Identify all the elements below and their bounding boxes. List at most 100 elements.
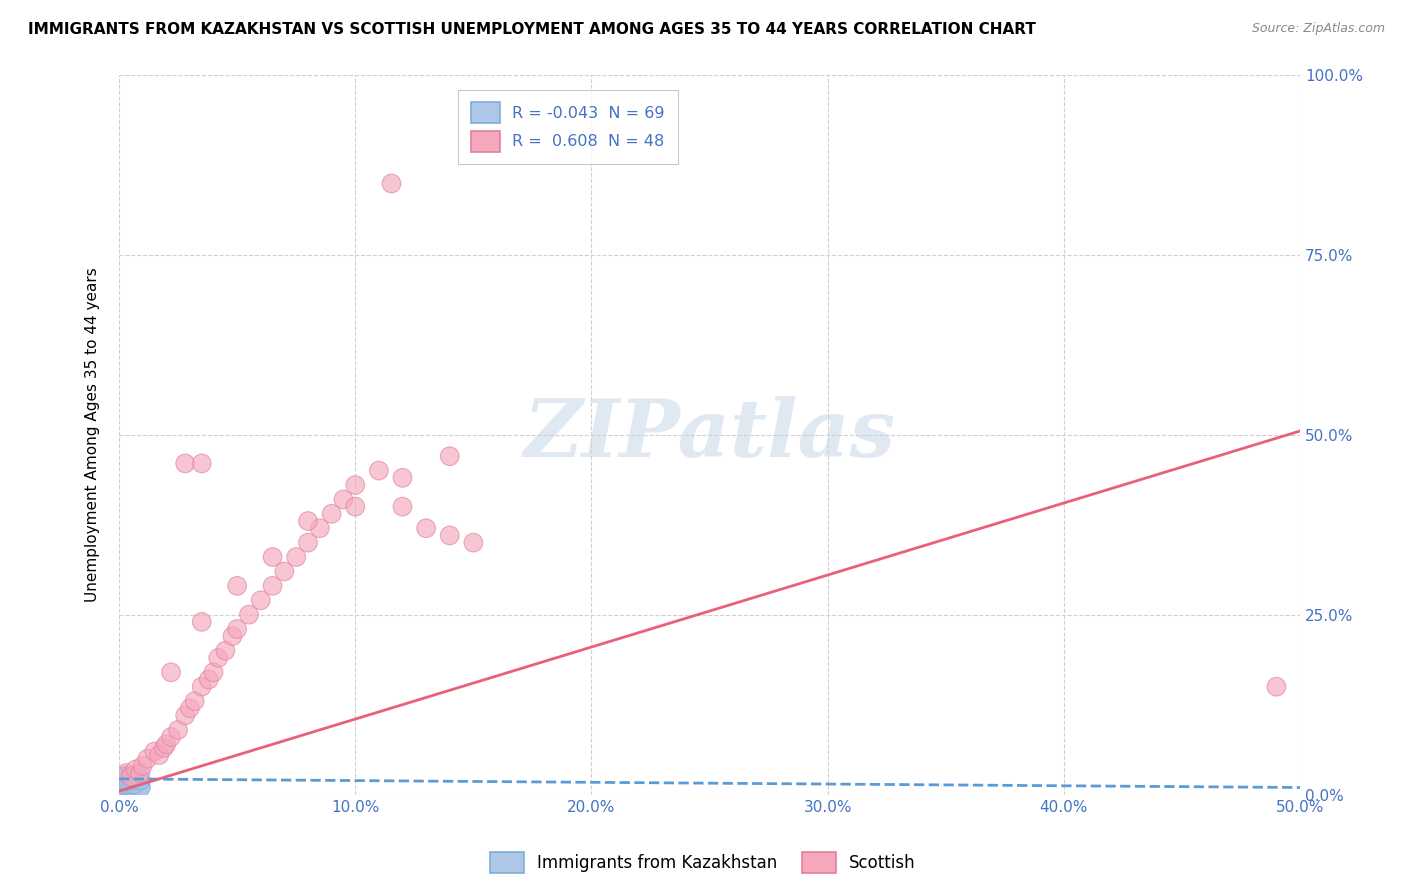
- Point: [115, 766, 138, 780]
- Point: [115, 774, 138, 789]
- Point: [117, 774, 139, 789]
- Point: [115, 770, 138, 784]
- Point: [115, 777, 138, 791]
- Point: [120, 779, 142, 793]
- Point: [262, 579, 284, 593]
- Point: [273, 565, 295, 579]
- Point: [127, 770, 149, 784]
- Point: [110, 770, 132, 784]
- Point: [439, 528, 461, 542]
- Point: [226, 579, 249, 593]
- Point: [127, 779, 149, 793]
- Point: [120, 772, 142, 786]
- Point: [207, 651, 229, 665]
- Point: [321, 507, 343, 521]
- Point: [153, 740, 176, 755]
- Point: [131, 759, 153, 773]
- Point: [117, 770, 139, 784]
- Y-axis label: Unemployment Among Ages 35 to 44 years: Unemployment Among Ages 35 to 44 years: [86, 268, 100, 602]
- Point: [127, 772, 149, 786]
- Point: [167, 723, 190, 737]
- Point: [129, 773, 152, 788]
- Point: [120, 780, 142, 795]
- Point: [332, 492, 354, 507]
- Point: [122, 773, 145, 788]
- Point: [198, 673, 221, 687]
- Point: [117, 770, 139, 784]
- Point: [190, 457, 212, 471]
- Point: [1265, 680, 1288, 694]
- Point: [124, 774, 146, 789]
- Point: [124, 777, 146, 791]
- Point: [117, 777, 139, 791]
- Point: [238, 607, 260, 622]
- Point: [129, 780, 152, 795]
- Point: [122, 770, 145, 784]
- Point: [439, 449, 461, 463]
- Point: [115, 779, 138, 793]
- Point: [148, 748, 170, 763]
- Point: [297, 514, 319, 528]
- Point: [129, 779, 152, 793]
- Point: [112, 773, 135, 788]
- Point: [112, 774, 135, 789]
- Point: [122, 772, 145, 786]
- Point: [285, 549, 308, 564]
- Point: [391, 500, 413, 514]
- Point: [120, 777, 142, 791]
- Point: [174, 457, 197, 471]
- Point: [136, 752, 159, 766]
- Point: [115, 770, 138, 784]
- Point: [155, 737, 177, 751]
- Point: [120, 770, 142, 784]
- Point: [214, 643, 236, 657]
- Point: [120, 773, 142, 788]
- Point: [117, 772, 139, 786]
- Point: [112, 777, 135, 791]
- Point: [110, 781, 132, 796]
- Point: [122, 779, 145, 793]
- Point: [112, 779, 135, 793]
- Point: [122, 780, 145, 795]
- Point: [221, 629, 243, 643]
- Point: [124, 773, 146, 788]
- Point: [112, 780, 135, 795]
- Point: [262, 549, 284, 564]
- Point: [124, 780, 146, 795]
- Point: [117, 774, 139, 789]
- Point: [202, 665, 225, 680]
- Point: [117, 777, 139, 791]
- Point: [179, 701, 201, 715]
- Point: [115, 780, 138, 795]
- Point: [127, 774, 149, 789]
- Point: [117, 779, 139, 793]
- Point: [117, 773, 139, 788]
- Point: [127, 777, 149, 791]
- Point: [112, 774, 135, 789]
- Point: [190, 615, 212, 629]
- Point: [112, 781, 135, 796]
- Point: [115, 772, 138, 786]
- Point: [110, 780, 132, 795]
- Point: [249, 593, 271, 607]
- Point: [115, 770, 138, 784]
- Point: [110, 777, 132, 791]
- Legend: R = -0.043  N = 69, R =  0.608  N = 48: R = -0.043 N = 69, R = 0.608 N = 48: [458, 90, 678, 164]
- Point: [297, 535, 319, 549]
- Point: [344, 478, 367, 492]
- Text: IMMIGRANTS FROM KAZAKHSTAN VS SCOTTISH UNEMPLOYMENT AMONG AGES 35 TO 44 YEARS CO: IMMIGRANTS FROM KAZAKHSTAN VS SCOTTISH U…: [28, 22, 1036, 37]
- Point: [344, 500, 367, 514]
- Point: [124, 773, 146, 788]
- Point: [308, 521, 330, 535]
- Text: Source: ZipAtlas.com: Source: ZipAtlas.com: [1251, 22, 1385, 36]
- Point: [124, 763, 146, 777]
- Point: [129, 766, 152, 780]
- Point: [117, 780, 139, 795]
- Point: [143, 744, 166, 758]
- Point: [226, 622, 249, 636]
- Point: [463, 535, 485, 549]
- Point: [391, 471, 413, 485]
- Point: [110, 773, 132, 788]
- Point: [183, 694, 205, 708]
- Point: [122, 777, 145, 791]
